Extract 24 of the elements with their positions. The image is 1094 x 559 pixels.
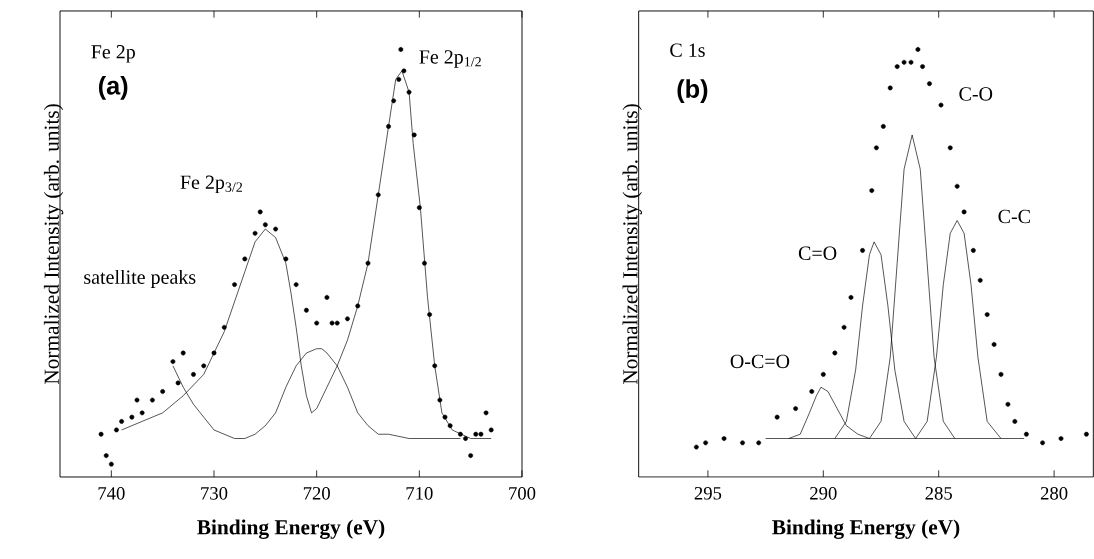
x-tick-label: 280 (1040, 487, 1068, 500)
y-axis-title: Normalized Intensity (arb. units) (43, 104, 64, 385)
x-axis-title: Binding Energy (eV) (197, 519, 385, 539)
x-tick-label: 730 (201, 487, 228, 500)
x-tick-label: 700 (509, 487, 536, 500)
y-axis-title: Normalized Intensity (arb. units) (622, 104, 642, 385)
x-axis-title: Binding Energy (eV) (772, 519, 960, 539)
annotation: Fe 2p$_{1/2}$ (419, 50, 481, 68)
annotation: C 1s (670, 43, 705, 57)
annotation: satellite peaks (84, 269, 196, 289)
x-tick-label: 285 (925, 487, 952, 500)
annotation: C-O (959, 87, 993, 101)
annotation: (b) (677, 79, 708, 103)
annotation: Fe 2p (91, 45, 135, 63)
x-tick-label: 720 (303, 487, 330, 500)
annotation: C-C (998, 209, 1030, 224)
x-tick-label: 290 (810, 487, 837, 500)
x-tick-label: 740 (98, 487, 125, 500)
x-tick-label: 710 (406, 487, 433, 500)
annotation: O-C=O (730, 354, 790, 369)
annotation: Fe 2p$_{3/2}$ (180, 175, 243, 194)
x-tick-label: 295 (694, 487, 722, 500)
annotation: (a) (98, 76, 128, 100)
annotation: C=O (798, 246, 837, 261)
